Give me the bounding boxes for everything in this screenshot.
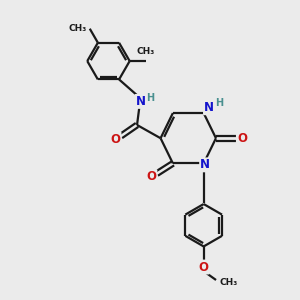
Text: CH₃: CH₃ bbox=[137, 47, 155, 56]
Text: H: H bbox=[215, 98, 223, 108]
Text: N: N bbox=[204, 101, 214, 114]
Text: O: O bbox=[110, 133, 121, 146]
Text: CH₃: CH₃ bbox=[69, 24, 87, 33]
Text: O: O bbox=[237, 132, 247, 145]
Text: O: O bbox=[199, 260, 209, 274]
Text: N: N bbox=[136, 95, 146, 108]
Text: H: H bbox=[146, 93, 154, 103]
Text: N: N bbox=[200, 158, 210, 171]
Text: O: O bbox=[146, 170, 156, 183]
Text: CH₃: CH₃ bbox=[220, 278, 238, 287]
